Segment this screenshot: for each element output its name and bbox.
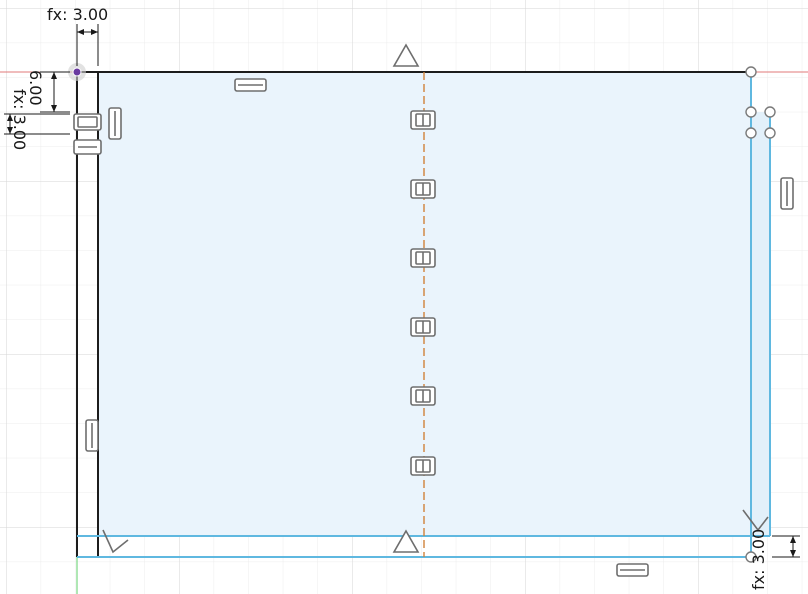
midpoint-triangle-icon[interactable] (392, 529, 420, 553)
perpendicular-constraint-icon[interactable] (742, 509, 769, 532)
symmetric-constraint-icon[interactable] (410, 179, 436, 199)
sketch-point-top-right[interactable] (745, 66, 757, 78)
symmetric-constraint-icon[interactable] (410, 317, 436, 337)
midpoint-triangle-icon[interactable] (392, 43, 420, 67)
vertical-constraint-icon[interactable] (108, 107, 122, 140)
symmetric-constraint-icon[interactable] (410, 456, 436, 476)
sketch-point-cluster-3[interactable] (745, 127, 757, 139)
symmetric-constraints (410, 110, 436, 476)
symmetric-constraint-icon[interactable] (410, 110, 436, 130)
sketch-profile-right-strip[interactable] (751, 112, 770, 536)
horizontal-constraint-icon[interactable] (234, 78, 267, 92)
sketch-point-cluster-1[interactable] (745, 106, 757, 118)
dimension-top-width[interactable]: fx: 3.00 (47, 5, 108, 66)
symmetric-constraint-icon[interactable] (410, 386, 436, 406)
vertical-constraint-icon[interactable] (780, 177, 794, 210)
dimension-left-offsets[interactable]: 6.00 fx: 3.00 (4, 70, 70, 150)
origin-point[interactable] (68, 63, 86, 81)
symmetric-constraint-icon[interactable] (410, 248, 436, 268)
horizontal-constraint-icon[interactable] (616, 563, 649, 577)
dimension-text[interactable]: fx: 3.00 (10, 89, 29, 150)
coincident-constraint-icon[interactable] (73, 113, 102, 155)
perpendicular-constraint-icon[interactable] (102, 529, 129, 554)
dimension-text[interactable]: fx: 3.00 (47, 5, 108, 24)
dimension-text[interactable]: 6.00 (26, 70, 45, 106)
dimension-text[interactable]: fx: 3.00 (749, 529, 768, 590)
dimension-bottom-right[interactable]: fx: 3.00 (749, 529, 800, 590)
sketch-point-bottom-right[interactable] (745, 551, 757, 563)
sketch-point-cluster-2[interactable] (764, 106, 776, 118)
sketch-point-cluster-4[interactable] (764, 127, 776, 139)
vertical-constraint-icon[interactable] (85, 419, 99, 452)
